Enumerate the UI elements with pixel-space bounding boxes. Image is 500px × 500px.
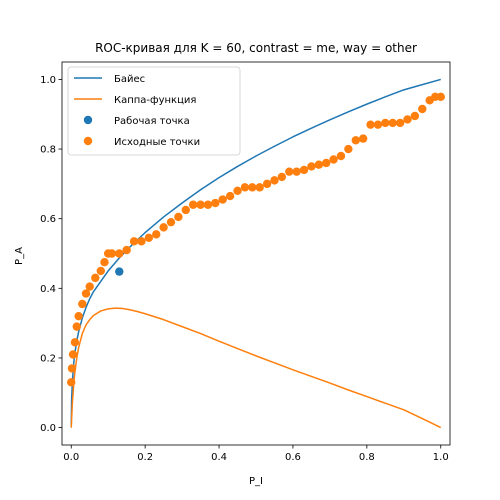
y-tick-label: 0.6 — [40, 214, 56, 225]
data-point — [166, 217, 176, 227]
data-point — [314, 160, 324, 169]
plot-area: 0.0 0.2 0.4 0.6 0.8 1.0 0.0 0.2 0.4 0.6 0.8 1.0 — [40, 61, 451, 463]
data-point — [388, 118, 397, 128]
data-point — [144, 233, 154, 243]
data-point — [410, 111, 420, 121]
y-axis-label: P_A — [14, 247, 25, 265]
y-tick-label: 0.8 — [40, 145, 56, 156]
data-point — [418, 104, 427, 114]
data-point — [373, 120, 383, 129]
data-point — [225, 191, 235, 201]
data-point — [122, 245, 131, 255]
data-point — [159, 223, 168, 232]
data-point — [196, 200, 205, 209]
legend-box — [67, 66, 241, 156]
data-point — [292, 167, 301, 176]
series-line — [70, 307, 442, 429]
data-point — [181, 205, 190, 215]
data-point — [115, 267, 124, 276]
data-point — [262, 179, 272, 189]
data-point — [336, 151, 346, 161]
data-point — [322, 158, 331, 168]
data-point — [233, 186, 242, 196]
data-point — [366, 120, 375, 129]
y-tick-label: 1.0 — [40, 75, 56, 86]
series-line — [70, 78, 441, 428]
data-point — [351, 136, 360, 145]
data-point — [403, 115, 412, 124]
y-tick-label: 0.2 — [40, 353, 56, 364]
axes-frame — [61, 61, 451, 446]
data-point — [188, 200, 198, 209]
legend-swatch-marker — [83, 136, 93, 146]
y-tick-label: 0.0 — [40, 423, 56, 434]
x-tick-label: 0.2 — [137, 452, 153, 463]
data-point — [85, 282, 94, 291]
legend-label: Исходные точки — [114, 137, 200, 148]
x-tick-label: 1.0 — [433, 452, 449, 463]
data-point — [299, 165, 309, 175]
data-point — [270, 176, 279, 185]
legend-label: Байес — [114, 74, 145, 85]
data-point — [203, 200, 213, 209]
data-point — [211, 198, 220, 208]
data-point — [96, 266, 106, 276]
data-point — [115, 249, 124, 258]
data-point — [218, 195, 227, 204]
data-point — [67, 378, 76, 387]
data-point — [70, 338, 80, 347]
chart-title: ROC-кривая для K = 60, contrast = me, wa… — [95, 41, 417, 55]
data-point — [285, 167, 294, 176]
x-tick-label: 0.0 — [63, 452, 79, 463]
data-point — [395, 118, 405, 128]
data-point — [91, 273, 100, 283]
data-point — [329, 155, 338, 164]
data-point — [78, 299, 87, 309]
data-point — [248, 183, 257, 192]
data-point — [74, 311, 83, 321]
data-point — [358, 134, 368, 143]
data-point — [255, 183, 264, 192]
legend: Байес Каппа-функция Рабочая точка Исходные … — [67, 66, 241, 156]
data-point — [174, 212, 183, 222]
data-point — [129, 237, 139, 246]
data-point — [240, 183, 250, 192]
data-point — [152, 230, 161, 239]
data-point — [72, 322, 81, 331]
x-tick-label: 0.4 — [211, 452, 227, 463]
data-point — [344, 144, 353, 154]
data-point — [67, 364, 77, 373]
data-point — [381, 118, 390, 128]
data-point — [307, 162, 316, 171]
x-tick-label: 0.6 — [285, 452, 301, 463]
data-point — [107, 249, 117, 258]
legend-swatch-marker — [83, 115, 93, 125]
data-point — [100, 258, 109, 267]
y-tick-label: 0.4 — [40, 284, 56, 295]
data-point — [68, 350, 78, 359]
x-axis-label: P_I — [249, 476, 263, 487]
legend-label: Рабочая точка — [114, 116, 190, 127]
data-point — [81, 289, 91, 298]
data-point — [436, 92, 445, 102]
data-point — [277, 172, 287, 182]
data-point — [137, 237, 146, 246]
legend-label: Каппа-функция — [114, 95, 196, 106]
x-tick-label: 0.8 — [359, 452, 375, 463]
